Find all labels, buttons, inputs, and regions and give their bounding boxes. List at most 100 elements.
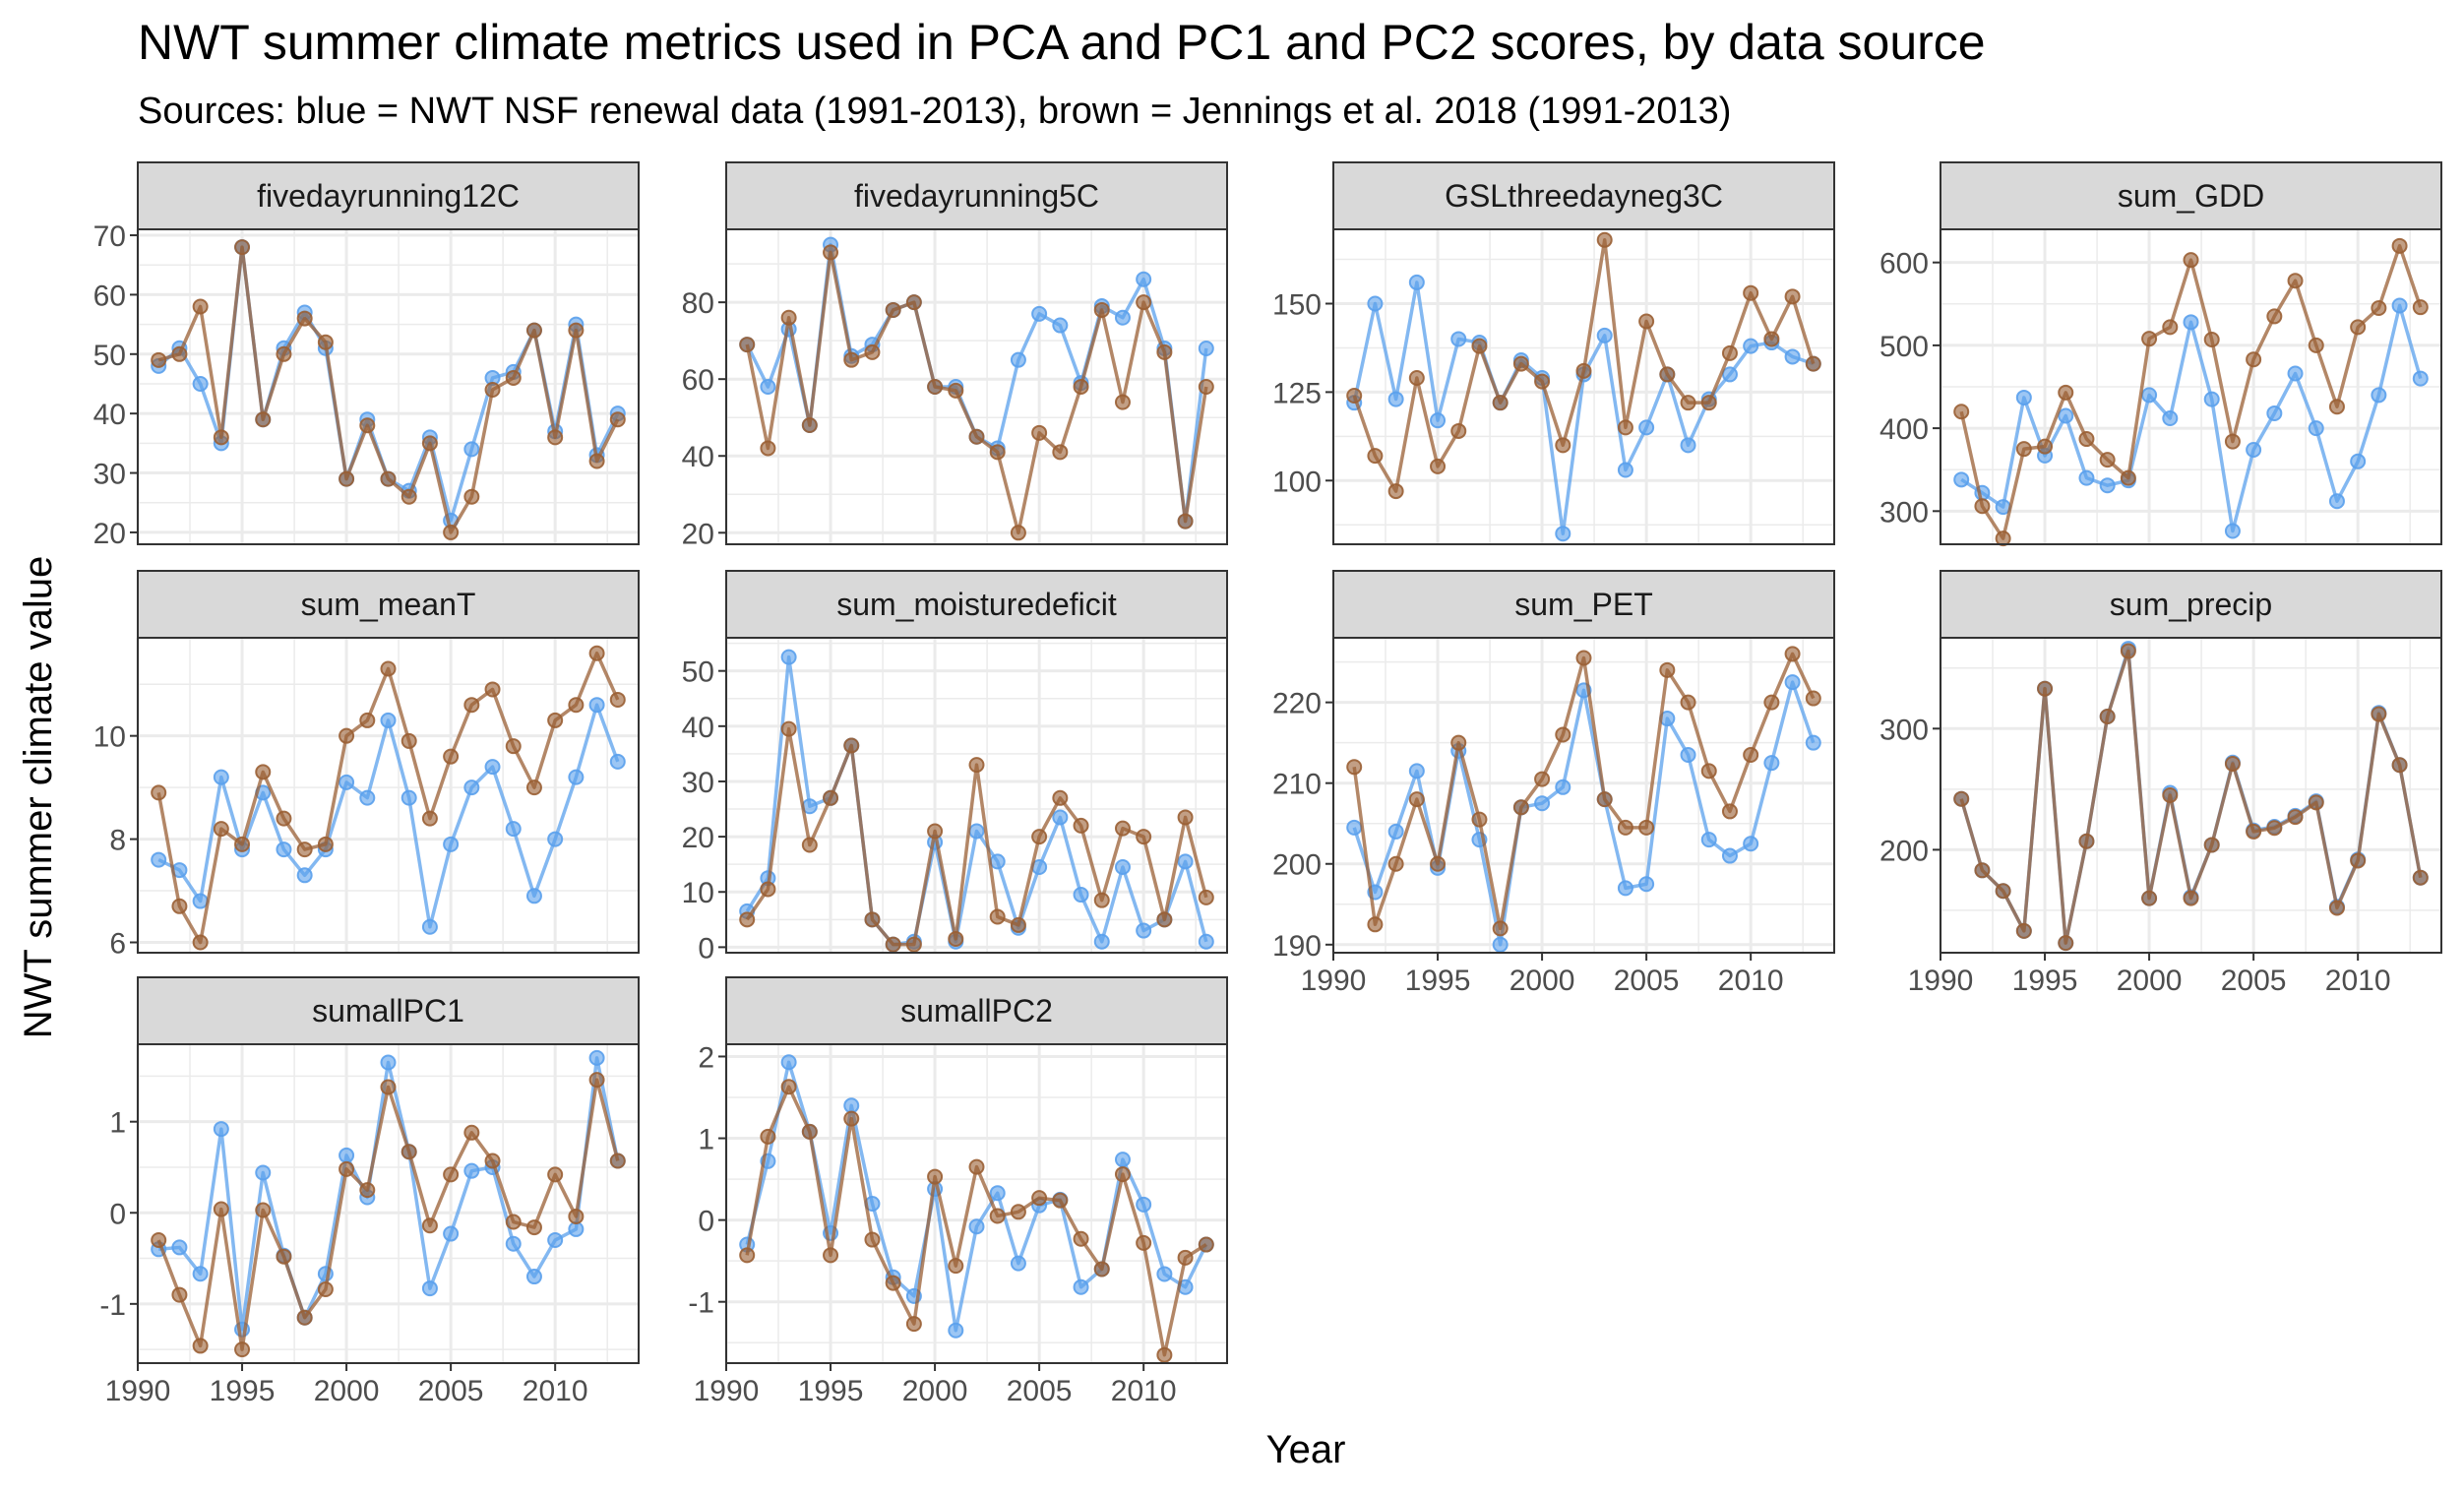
panel-sum_GDD: sum_GDD 300 400 500 600: [1879, 161, 2442, 547]
series-jennings-2018-point: [1346, 387, 1363, 404]
series-nsf-renewal-point: [1010, 351, 1026, 368]
series-jennings-2018-point: [989, 1208, 1006, 1224]
panel-border: [137, 1043, 640, 1364]
series-jennings-2018-point: [317, 1281, 334, 1298]
series-nsf-renewal-point: [989, 853, 1006, 870]
y-tick-label: 200: [1272, 849, 1322, 882]
series-nsf-renewal-point: [463, 1162, 480, 1179]
series-nsf-renewal-point: [1408, 763, 1425, 779]
series-nsf-renewal-point: [1638, 876, 1655, 893]
strip-label: sum_precip: [2110, 587, 2272, 622]
panel-sumallPC1: sumallPC1 -1 0 1 1990 1995 2000 2005 2010: [99, 976, 640, 1407]
series-nsf-renewal-point: [2141, 387, 2158, 404]
series-jennings-2018-point: [192, 298, 209, 315]
series-jennings-2018-point: [968, 428, 985, 445]
series-jennings-2018-point: [2371, 300, 2387, 316]
series-jennings-2018-point: [1052, 444, 1069, 461]
panel-sum_meanT: sum_meanT 6 8 10: [93, 570, 640, 961]
strip-label: fivedayrunning12C: [257, 178, 520, 214]
x-axis-label: Year: [1266, 1428, 1346, 1471]
series-jennings-2018-point: [905, 1316, 922, 1333]
series-jennings-2018-point: [192, 934, 209, 951]
series-jennings-2018-point: [463, 697, 480, 714]
series-jennings-2018-point: [1596, 231, 1613, 248]
y-tick-label: 6: [109, 928, 126, 961]
series-nsf-renewal-point: [213, 1121, 229, 1138]
series-nsf-renewal-point: [2099, 477, 2116, 494]
series-jennings-2018-point: [2015, 922, 2032, 939]
series-jennings-2018-point: [171, 1286, 188, 1303]
series-nsf-renewal-point: [421, 918, 438, 935]
series-nsf-renewal-point: [484, 759, 501, 776]
series-jennings-2018-point: [1031, 424, 1048, 441]
series-nsf-renewal-point: [1156, 1266, 1173, 1282]
series-jennings-2018-point: [2266, 820, 2283, 837]
series-jennings-2018-point: [547, 1166, 564, 1183]
series-nsf-renewal-point: [1052, 317, 1069, 334]
series-jennings-2018-point: [1010, 525, 1026, 541]
series-jennings-2018-point: [739, 911, 756, 928]
series-nsf-renewal-point: [1763, 755, 1780, 772]
series-jennings-2018-point: [2224, 756, 2241, 772]
series-nsf-renewal-point: [1198, 933, 1214, 950]
chart-title: NWT summer climate metrics used in PCA a…: [138, 15, 1986, 70]
series-jennings-2018-point: [2162, 319, 2179, 336]
series-jennings-2018-point: [1638, 313, 1655, 330]
series-jennings-2018-point: [400, 1144, 417, 1160]
series-jennings-2018-point: [2287, 273, 2304, 289]
panel-sumallPC2: sumallPC2 -1 0 1 2 1990 1995 2000 2005 2010: [688, 976, 1228, 1407]
x-tick-label: 1995: [210, 1375, 276, 1407]
series-jennings-2018-point: [213, 429, 229, 446]
series-jennings-2018-point: [2162, 787, 2179, 803]
series-jennings-2018-point: [2308, 337, 2324, 353]
series-jennings-2018-point: [505, 1214, 522, 1230]
series-jennings-2018-point: [2328, 399, 2345, 415]
series-nsf-renewal-point: [843, 1097, 860, 1114]
series-nsf-renewal-point: [463, 441, 480, 458]
panel-border: [137, 637, 640, 954]
y-tick-label: 20: [682, 518, 714, 550]
series-jennings-2018-point: [1367, 916, 1384, 933]
series-jennings-2018-point: [1052, 789, 1069, 806]
series-jennings-2018-point: [885, 301, 901, 318]
series-nsf-renewal-point: [1052, 809, 1069, 826]
strip-sum_meanT: [137, 570, 640, 639]
series-nsf-renewal-point: [1638, 419, 1655, 436]
series-nsf-renewal-point: [1450, 331, 1467, 347]
y-tick-label: 80: [682, 287, 714, 320]
series-jennings-2018-point: [1555, 726, 1571, 743]
series-jennings-2018-point: [2183, 890, 2199, 906]
series-jennings-2018-point: [1784, 288, 1801, 305]
series-nsf-renewal-point: [400, 789, 417, 806]
x-tick-label: 2005: [1007, 1375, 1073, 1407]
series-nsf-renewal-point: [547, 831, 564, 847]
y-tick-label: 2: [698, 1041, 714, 1074]
x-tick-label: 1990: [1301, 965, 1367, 997]
series-jennings-2018-point: [801, 1123, 818, 1140]
series-nsf-renewal-point: [1387, 391, 1404, 407]
series-nsf-renewal-point: [2308, 420, 2324, 437]
series-jennings-2018-point: [1136, 294, 1152, 311]
strip-sum_PET: [1332, 570, 1835, 639]
series-nsf-renewal-point: [339, 1147, 355, 1163]
series-jennings-2018-point: [339, 727, 355, 744]
series-jennings-2018-point: [2266, 308, 2283, 325]
series-nsf-renewal-point: [2015, 389, 2032, 405]
y-tick-label: -1: [99, 1289, 126, 1322]
series-jennings-2018-point: [296, 842, 313, 858]
series-nsf-renewal-point: [339, 774, 355, 790]
series-jennings-2018-point: [1721, 344, 1738, 361]
series-jennings-2018-point: [1995, 530, 2011, 547]
series-jennings-2018-point: [780, 720, 797, 737]
series-jennings-2018-point: [1136, 829, 1152, 845]
series-jennings-2018-point: [1784, 646, 1801, 662]
x-tick-label: 2005: [418, 1375, 484, 1407]
series-nsf-renewal-point: [359, 789, 376, 806]
series-nsf-renewal-point: [151, 851, 167, 868]
series-jennings-2018-point: [948, 930, 964, 947]
series-jennings-2018-point: [525, 322, 542, 339]
series-nsf-renewal-point: [296, 867, 313, 884]
y-tick-label: 220: [1272, 688, 1322, 720]
series-jennings-2018-point: [2141, 890, 2158, 906]
series-nsf-renewal-point: [171, 1239, 188, 1256]
